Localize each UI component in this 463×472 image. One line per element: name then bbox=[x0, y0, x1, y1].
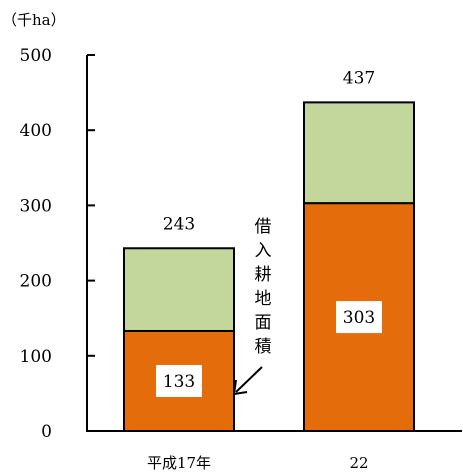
annotation-char: 耕 bbox=[255, 265, 272, 285]
x-category-label: 平成17年 bbox=[147, 454, 211, 472]
bar-segment bbox=[303, 101, 415, 205]
annotation-char: 借 bbox=[255, 217, 272, 237]
plot-area: 0 100 200 300 400 500 133 243 平成17年 303 437 22 bbox=[20, 46, 415, 472]
y-tick-label: 100 bbox=[20, 347, 52, 367]
y-tick-label: 300 bbox=[20, 196, 52, 216]
bar-segment bbox=[123, 247, 235, 332]
y-axis-unit-label: （千ha） bbox=[2, 11, 66, 29]
x-category-label: 22 bbox=[349, 454, 368, 472]
annotation-arrow-head bbox=[232, 379, 248, 396]
y-tick-label: 0 bbox=[41, 422, 52, 442]
y-tick-label: 500 bbox=[20, 46, 52, 66]
bar-value-label: 303 bbox=[343, 308, 375, 328]
bar-value-label: 133 bbox=[163, 372, 195, 392]
bar-total-label: 243 bbox=[163, 214, 195, 234]
bar-value-label-box bbox=[156, 364, 202, 397]
annotation-char: 面 bbox=[255, 313, 272, 333]
annotation-char: 入 bbox=[255, 241, 272, 261]
y-tick-label: 400 bbox=[20, 121, 52, 141]
y-tick-label: 200 bbox=[20, 272, 52, 292]
bar-value-label-box bbox=[336, 301, 382, 334]
annotation-char: 積 bbox=[255, 337, 272, 357]
bar-total-label: 437 bbox=[343, 68, 375, 88]
annotation-char: 地 bbox=[255, 289, 272, 309]
annotation-arrow-line bbox=[235, 366, 263, 393]
